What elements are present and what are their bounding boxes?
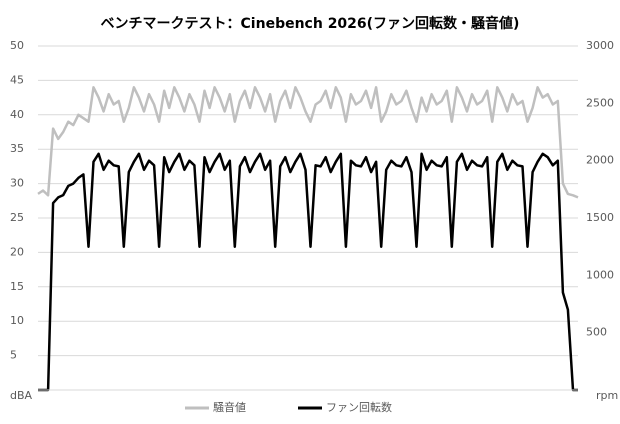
chart-title: ベンチマークテスト：Cinebench 2026(ファン回転数・騒音値) [101,15,520,32]
y2-tick-label: 1500 [586,211,614,224]
y-tick-label: 20 [10,245,24,258]
y2-tick-label: 1000 [586,268,614,281]
data-line [37,86,579,199]
y2-tick-label: 500 [586,326,607,339]
y-tick-label: dBA [10,389,33,402]
y-tick-label: 10 [10,314,24,327]
y2-tick-label: rpm [596,389,618,402]
legend-label: ファン回転数 [326,401,392,414]
y-tick-label: 45 [10,73,24,86]
data-line [38,152,578,392]
y-tick-label: 25 [10,211,24,224]
y-tick-label: 40 [10,108,24,121]
y2-tick-label: 2500 [586,96,614,109]
y-tick-label: 30 [10,177,24,190]
y-tick-label: 50 [10,39,24,52]
legend-label: 騒音値 [213,400,246,414]
y-tick-label: 5 [10,349,17,362]
y-tick-label: 15 [10,280,24,293]
y2-tick-label: 3000 [586,39,614,52]
y-tick-label: 35 [10,142,24,155]
y2-tick-label: 2000 [586,154,614,167]
